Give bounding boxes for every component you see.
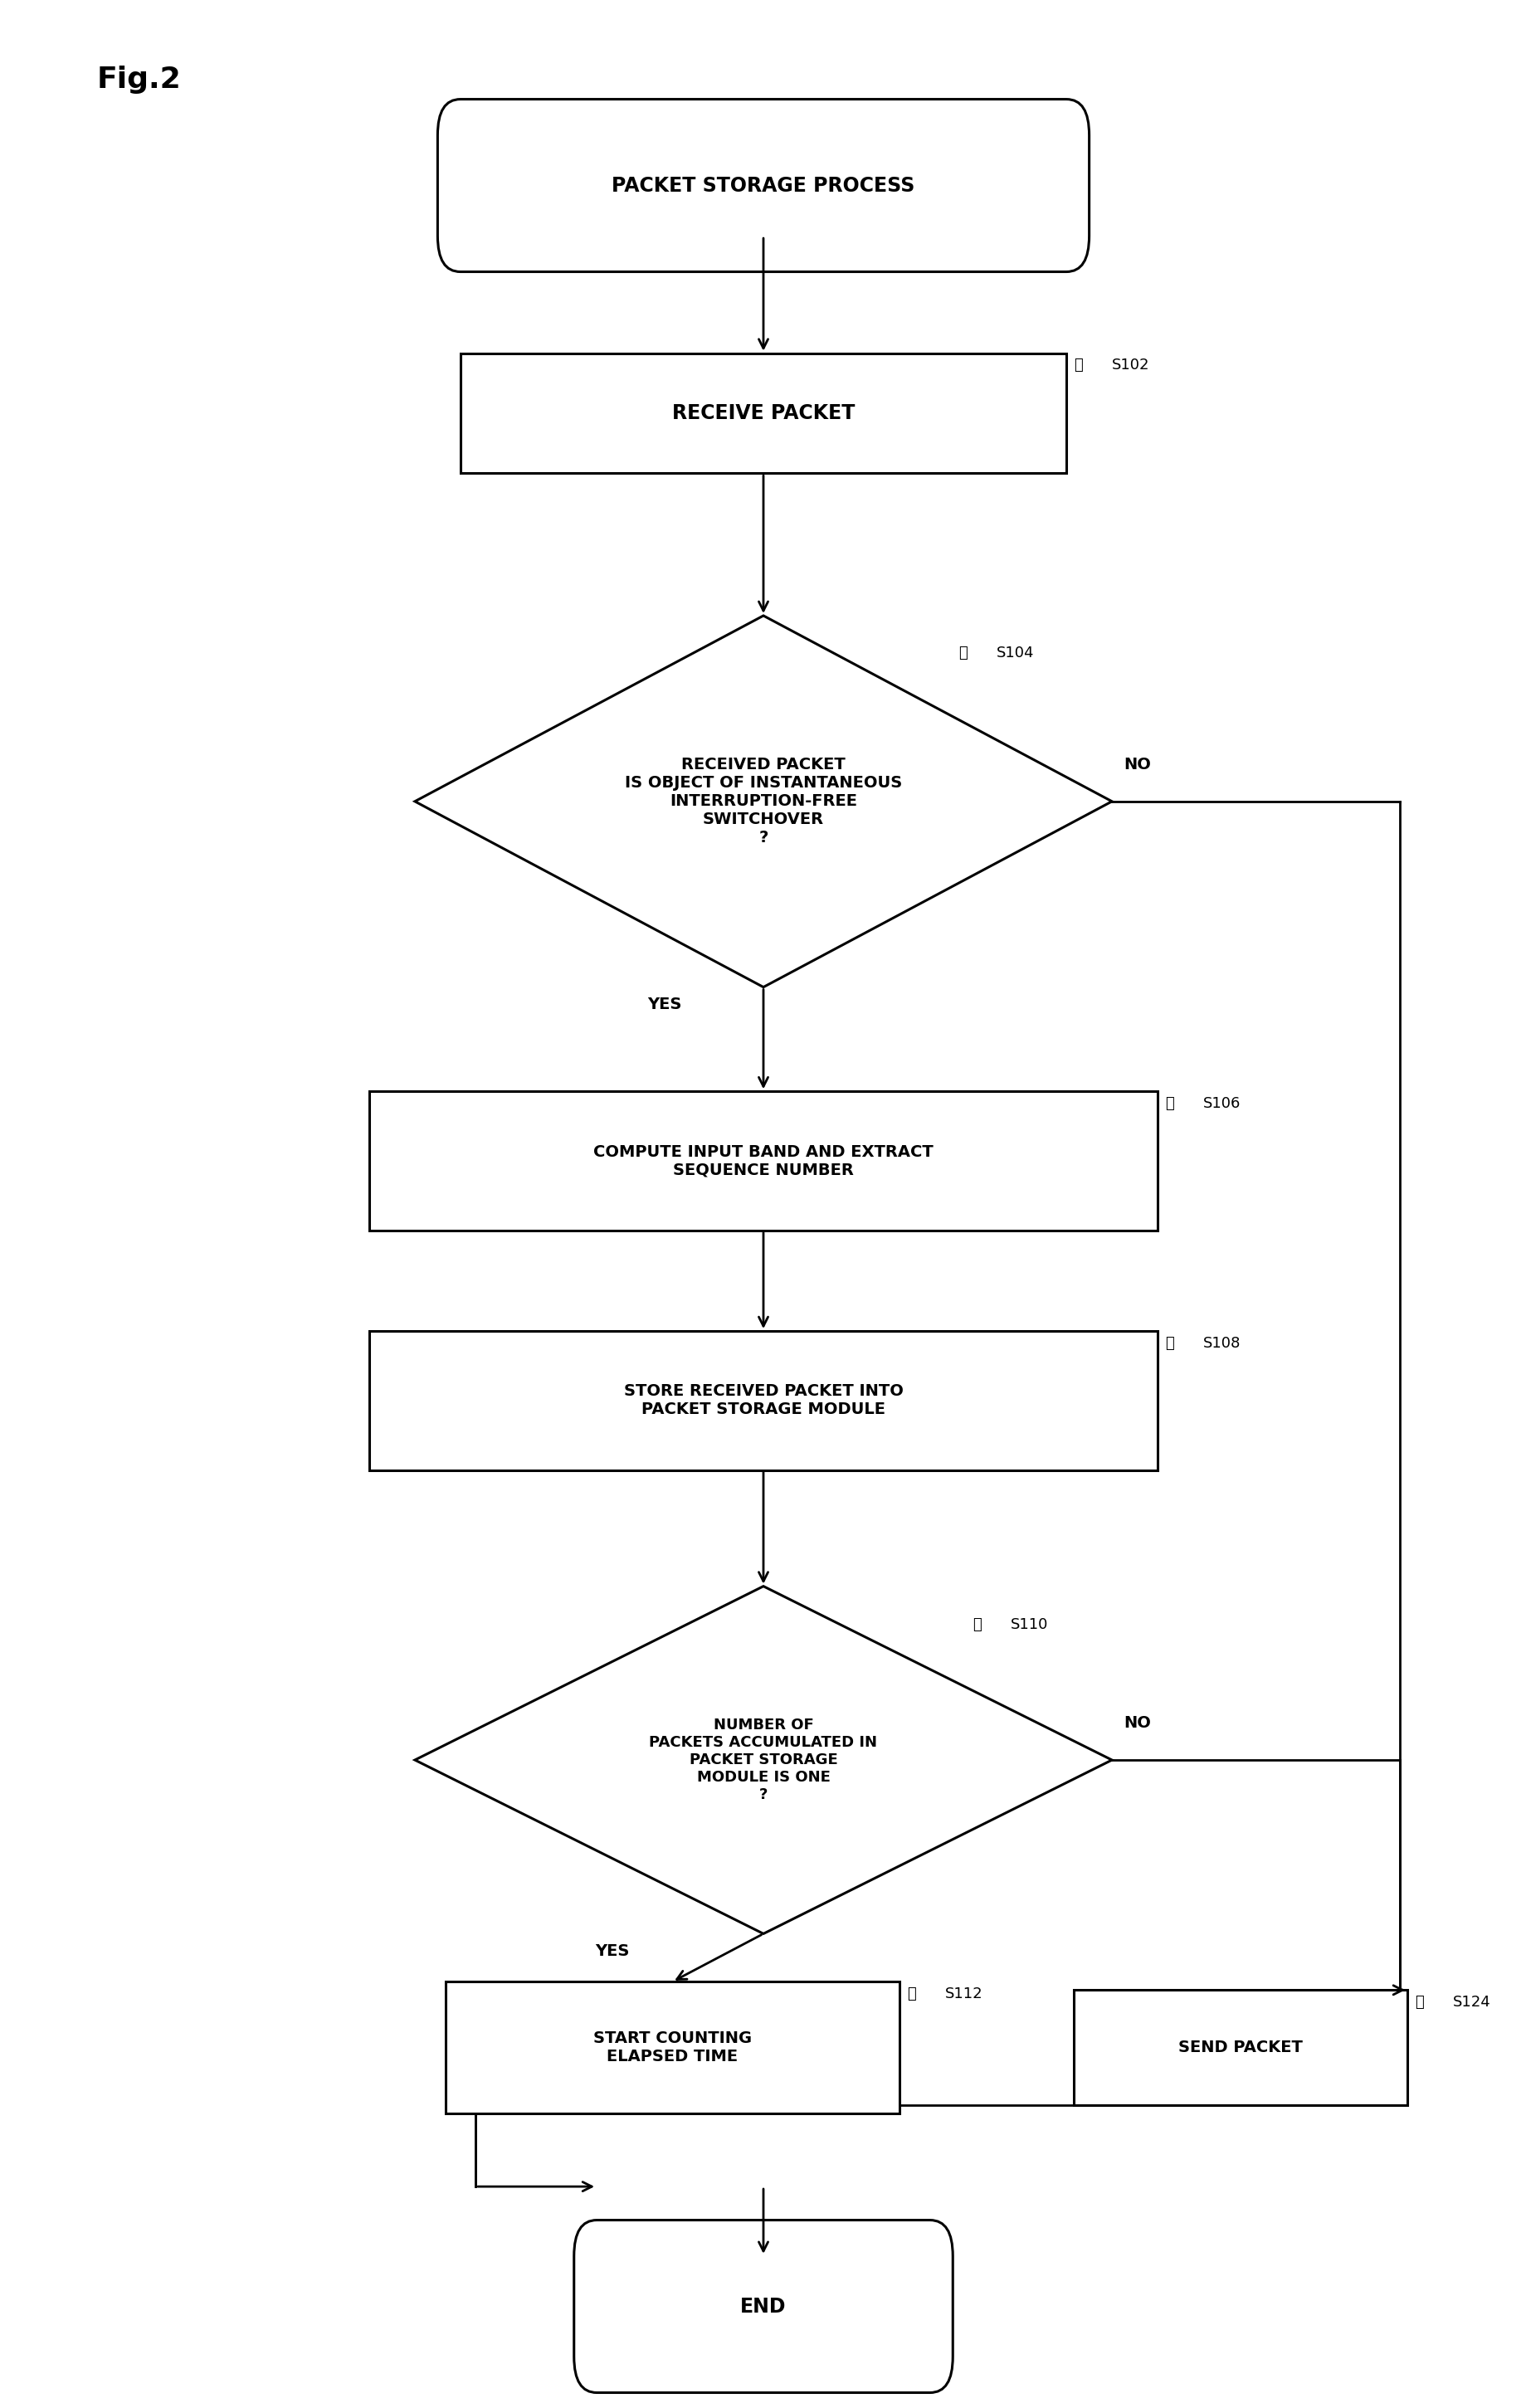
Text: RECEIVED PACKET
IS OBJECT OF INSTANTANEOUS
INTERRUPTION-FREE
SWITCHOVER
?: RECEIVED PACKET IS OBJECT OF INSTANTANEO… [624,756,902,845]
Bar [369,1091,1157,1230]
Text: Fig.2: Fig.2 [96,65,182,94]
Text: ⌢: ⌢ [958,645,967,660]
Text: ⌢: ⌢ [1164,1096,1173,1110]
Bar [369,1332,1157,1469]
Bar [461,354,1065,472]
Bar [1073,1989,1407,2105]
Text: COMPUTE INPUT BAND AND EXTRACT
SEQUENCE NUMBER: COMPUTE INPUT BAND AND EXTRACT SEQUENCE … [594,1144,932,1178]
Text: RECEIVE PACKET: RECEIVE PACKET [671,402,855,424]
Text: S106: S106 [1202,1096,1239,1110]
Text: S104: S104 [996,645,1033,660]
Polygon shape [415,616,1111,987]
Text: PACKET STORAGE PROCESS: PACKET STORAGE PROCESS [612,176,914,195]
FancyBboxPatch shape [438,99,1088,272]
Text: S102: S102 [1111,359,1149,373]
Text: S124: S124 [1453,1994,1489,2011]
Text: S110: S110 [1010,1618,1047,1633]
Text: START COUNTING
ELAPSED TIME: START COUNTING ELAPSED TIME [594,2030,751,2064]
Polygon shape [415,1587,1111,1934]
Text: NUMBER OF
PACKETS ACCUMULATED IN
PACKET STORAGE
MODULE IS ONE
?: NUMBER OF PACKETS ACCUMULATED IN PACKET … [649,1717,877,1801]
FancyBboxPatch shape [574,2220,952,2394]
Text: NO: NO [1123,756,1151,773]
Text: YES: YES [595,1943,629,1960]
Text: YES: YES [647,997,682,1011]
Text: ⌢: ⌢ [972,1618,981,1633]
Bar [446,1982,899,2114]
Text: S112: S112 [945,1987,983,2001]
Text: ⌢: ⌢ [1415,1994,1424,2011]
Text: ⌢: ⌢ [1073,359,1082,373]
Text: ⌢: ⌢ [906,1987,916,2001]
Text: SEND PACKET: SEND PACKET [1178,2040,1302,2056]
Text: STORE RECEIVED PACKET INTO
PACKET STORAGE MODULE: STORE RECEIVED PACKET INTO PACKET STORAG… [623,1385,903,1418]
Text: S108: S108 [1202,1336,1239,1351]
Text: ⌢: ⌢ [1164,1336,1173,1351]
Text: END: END [740,2297,786,2316]
Text: NO: NO [1123,1714,1151,1731]
